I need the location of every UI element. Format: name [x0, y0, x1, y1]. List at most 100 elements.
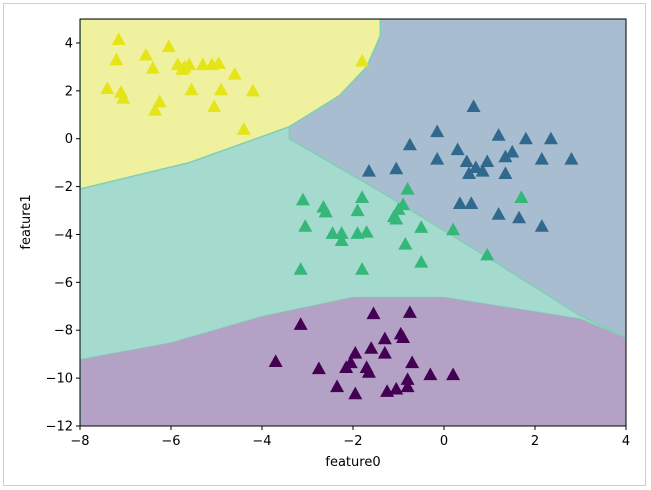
data-point-class-0 — [377, 345, 392, 359]
y-tick-label: −10 — [46, 372, 73, 387]
data-point-class-2 — [414, 220, 429, 233]
data-point-class-1 — [464, 196, 479, 209]
data-point-class-3 — [245, 83, 260, 97]
data-point-class-0 — [400, 372, 415, 385]
data-point-class-1 — [498, 166, 513, 180]
data-point-class-3 — [236, 122, 251, 135]
decision-regions — [80, 19, 626, 426]
x-axis-ticks: −8 −6 −4 −2 0 2 4 — [70, 426, 630, 449]
data-point-class-1 — [505, 144, 520, 158]
y-tick-label: −2 — [54, 180, 73, 195]
data-point-class-1 — [389, 161, 404, 175]
y-axis-label: feature1 — [19, 194, 34, 249]
y-tick-label: 2 — [65, 84, 73, 99]
data-point-class-0 — [293, 317, 308, 330]
data-point-class-1 — [518, 131, 533, 145]
data-point-class-3 — [227, 67, 242, 80]
data-point-class-1 — [534, 152, 549, 165]
data-point-class-1 — [402, 137, 417, 151]
data-point-class-1 — [466, 99, 481, 112]
data-point-class-3 — [211, 56, 226, 69]
data-point-class-2 — [318, 204, 333, 218]
data-point-class-3 — [207, 99, 222, 112]
data-point-class-3 — [214, 82, 229, 96]
y-tick-label: −8 — [54, 324, 73, 339]
data-point-class-2 — [398, 237, 413, 250]
data-point-class-3 — [152, 94, 167, 108]
data-point-class-0 — [396, 330, 411, 344]
y-tick-label: −6 — [54, 276, 73, 291]
data-point-class-2 — [355, 262, 370, 275]
data-point-class-2 — [298, 219, 313, 232]
x-tick-label: 2 — [531, 434, 539, 449]
data-point-class-2 — [293, 262, 308, 275]
x-tick-label: −8 — [70, 434, 89, 449]
data-point-class-0 — [423, 367, 438, 381]
data-point-class-0 — [364, 341, 379, 354]
data-point-class-0 — [330, 379, 345, 393]
data-point-class-1 — [491, 128, 506, 141]
data-point-class-0 — [311, 361, 326, 375]
data-point-class-1 — [512, 210, 527, 224]
data-point-class-2 — [400, 181, 415, 195]
y-tick-label: −12 — [46, 420, 73, 435]
x-tick-label: 0 — [440, 434, 448, 449]
data-point-class-2 — [414, 255, 429, 268]
data-point-class-3 — [195, 57, 210, 71]
data-point-class-2 — [396, 197, 411, 211]
data-point-class-2 — [355, 190, 370, 203]
data-point-class-0 — [377, 331, 392, 345]
data-point-class-0 — [268, 354, 283, 367]
data-point-class-0 — [366, 306, 381, 320]
data-point-class-3 — [355, 53, 370, 67]
data-point-class-2 — [446, 222, 461, 236]
data-point-class-0 — [348, 386, 363, 400]
data-point-class-2 — [325, 226, 340, 239]
data-point-class-3 — [148, 102, 163, 116]
data-point-class-3 — [100, 81, 115, 95]
data-point-class-2 — [480, 247, 495, 261]
x-tick-label: −4 — [252, 434, 271, 449]
data-point-class-2 — [295, 192, 310, 206]
data-point-class-1 — [468, 160, 483, 174]
decision-region-class-2 — [80, 138, 626, 359]
data-point-class-0 — [405, 355, 420, 369]
data-point-class-1 — [534, 219, 549, 232]
y-tick-label: 0 — [65, 132, 73, 147]
data-point-class-3 — [182, 57, 197, 71]
data-point-class-2 — [350, 203, 365, 217]
x-axis-label: feature0 — [325, 455, 380, 470]
x-tick-label: −2 — [343, 434, 362, 449]
data-point-class-3 — [138, 47, 153, 61]
y-tick-label: −4 — [54, 228, 73, 243]
data-point-class-2 — [334, 226, 349, 239]
data-point-class-1 — [430, 152, 445, 165]
data-point-class-1 — [452, 196, 467, 209]
data-point-class-0 — [446, 367, 461, 381]
data-point-class-1 — [498, 149, 513, 163]
data-point-class-3 — [116, 91, 131, 104]
data-point-class-0 — [361, 365, 376, 378]
data-point-class-2 — [514, 190, 529, 203]
data-point-class-3 — [109, 52, 124, 66]
data-point-class-2 — [334, 233, 349, 247]
data-point-class-1 — [480, 154, 495, 168]
data-point-class-3 — [161, 39, 176, 53]
data-point-class-1 — [491, 207, 506, 220]
data-point-class-0 — [402, 305, 417, 318]
data-point-class-1 — [543, 131, 558, 145]
data-point-class-3 — [111, 32, 126, 45]
data-point-class-3 — [184, 82, 199, 96]
data-point-class-0 — [343, 355, 358, 369]
data-point-class-3 — [145, 61, 160, 74]
data-point-class-1 — [361, 164, 376, 177]
data-points — [100, 32, 579, 400]
data-point-class-1 — [564, 152, 579, 165]
data-point-class-1 — [430, 124, 445, 138]
data-point-class-1 — [475, 164, 490, 177]
data-point-class-2 — [389, 211, 404, 225]
y-tick-label: 4 — [65, 36, 73, 51]
data-point-class-0 — [400, 379, 415, 393]
x-tick-label: −6 — [161, 434, 180, 449]
